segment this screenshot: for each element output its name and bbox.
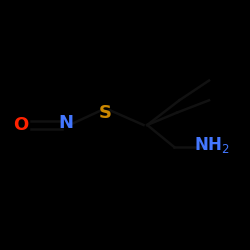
Text: N: N [58, 114, 73, 132]
Text: NH$_2$: NH$_2$ [194, 135, 230, 155]
Text: S: S [99, 104, 112, 122]
Text: O: O [14, 116, 29, 134]
